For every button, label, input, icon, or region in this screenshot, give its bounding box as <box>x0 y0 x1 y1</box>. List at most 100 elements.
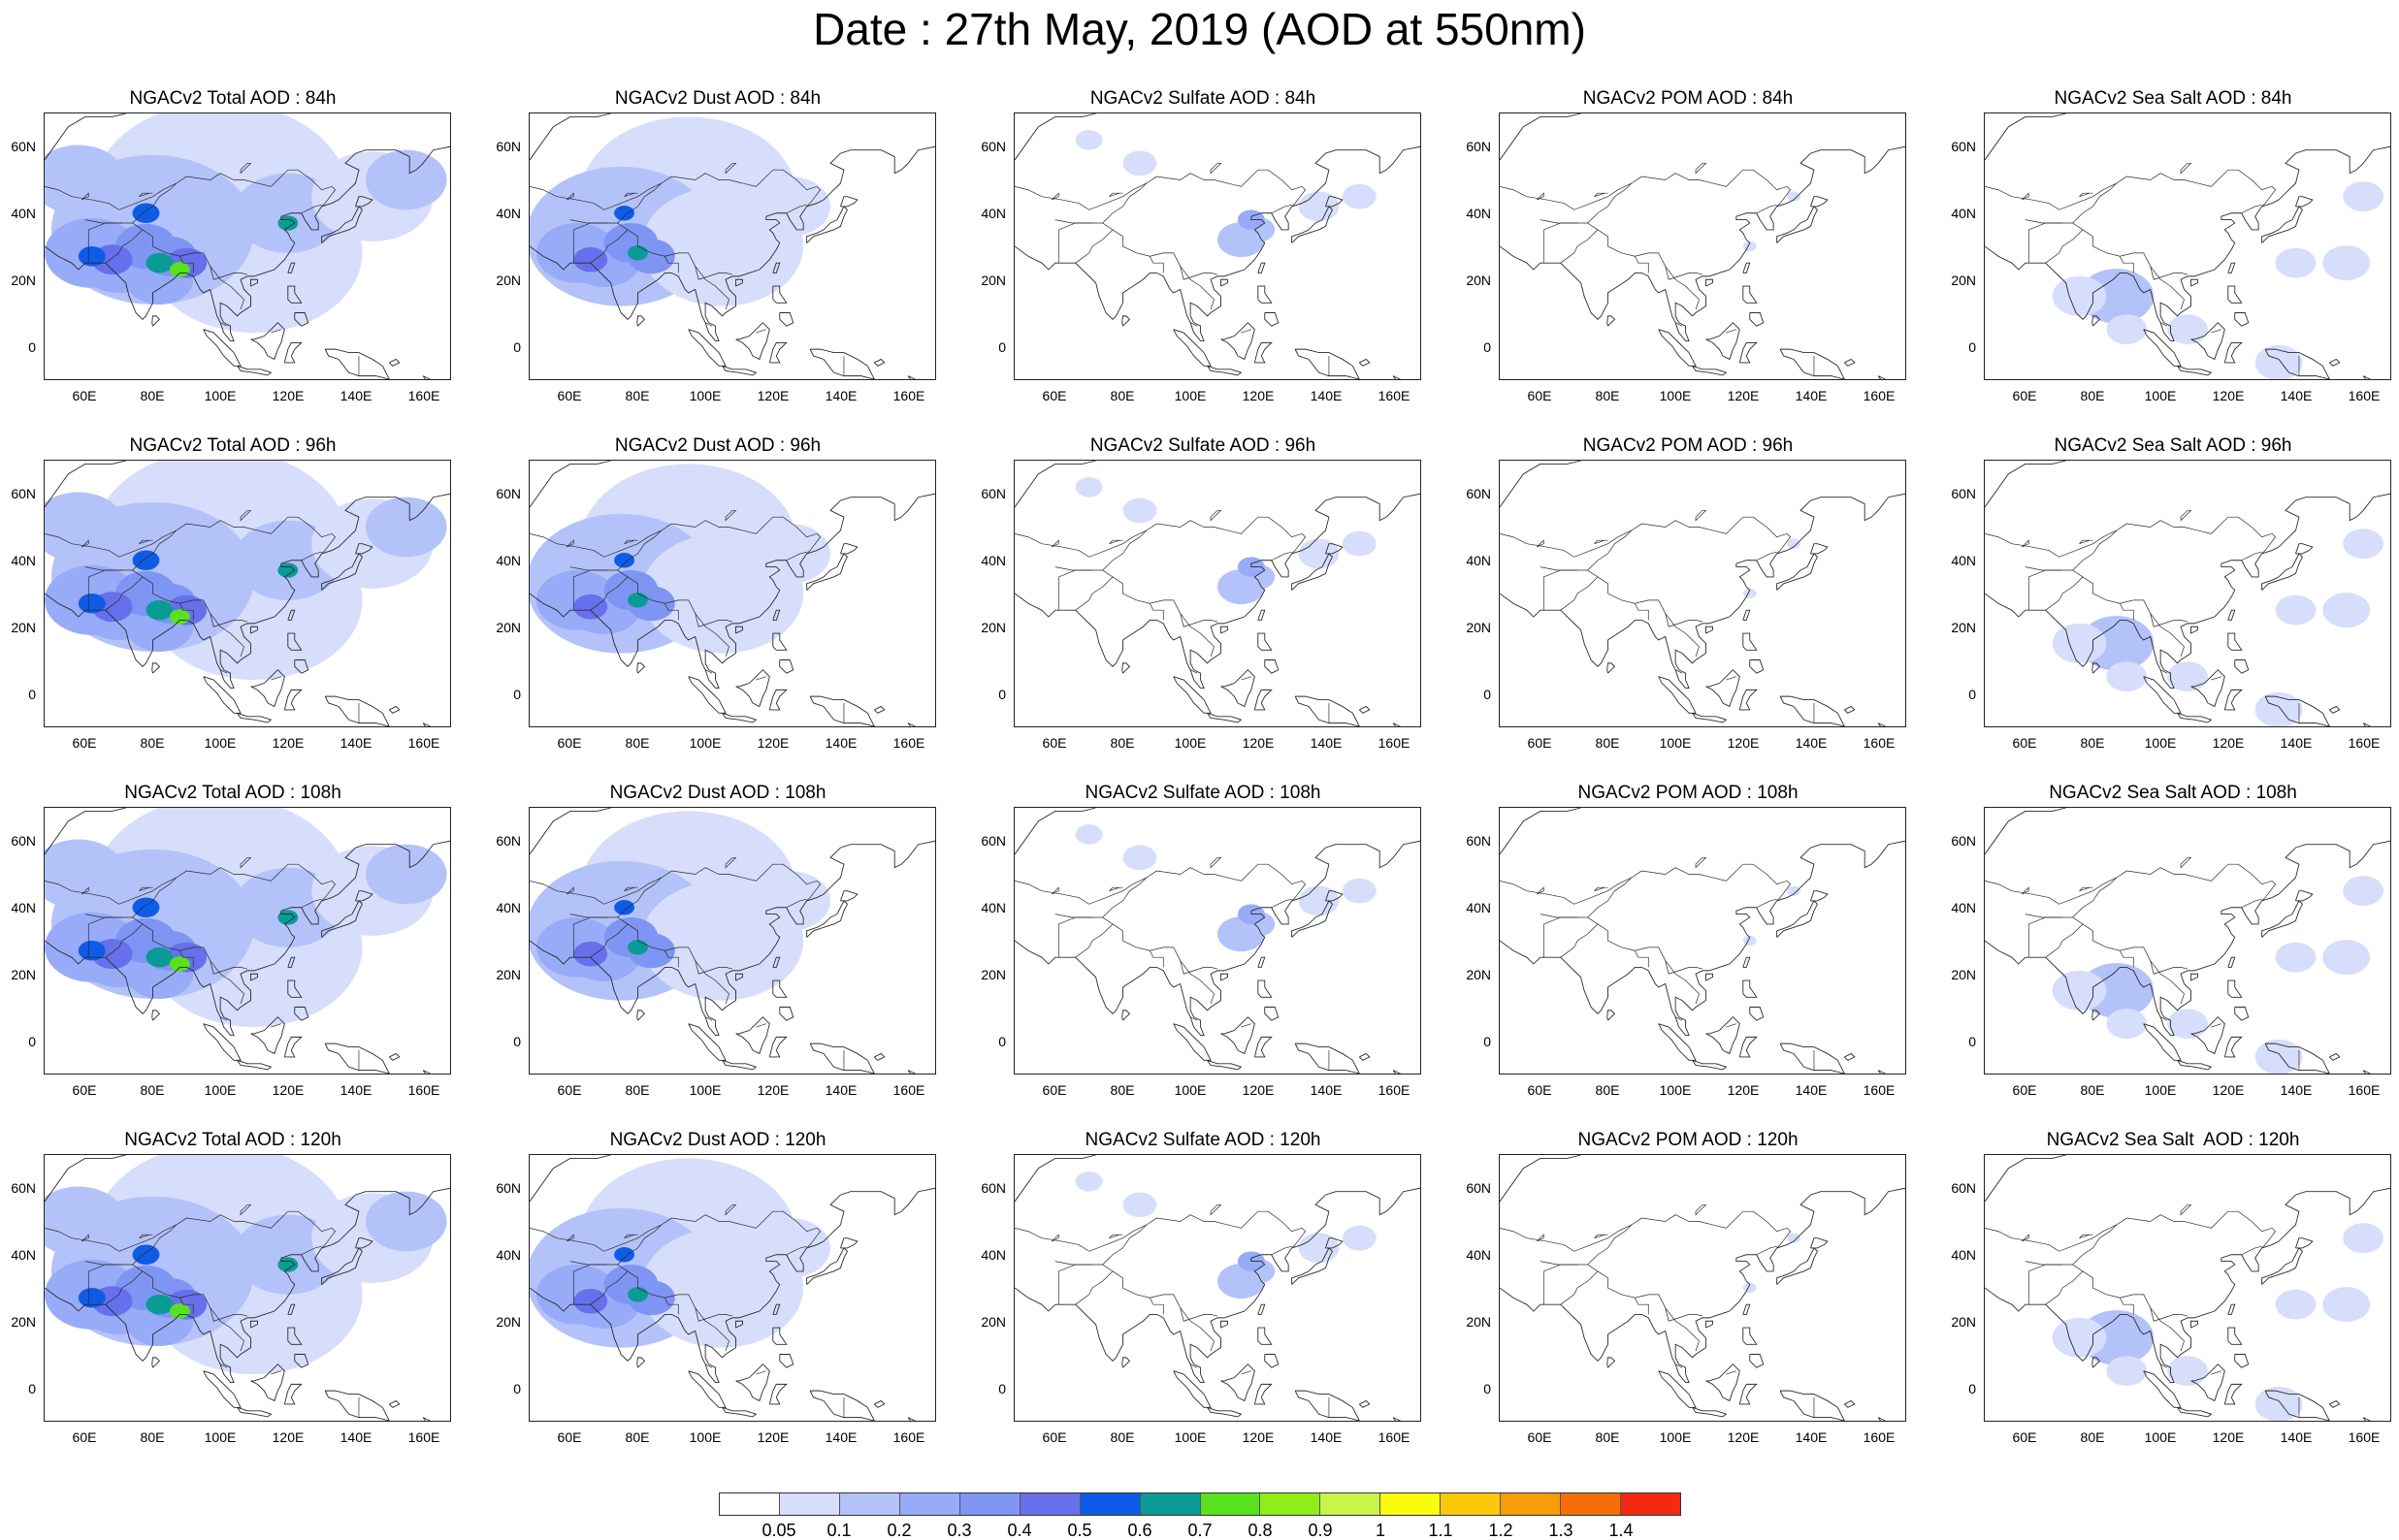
country-borders <box>1500 863 1815 1071</box>
lat-tick-label: 20N <box>1951 619 1976 635</box>
lon-tick-label: 100E <box>689 735 722 751</box>
lat-tick-label: 0 <box>1968 1380 1976 1396</box>
coastlines <box>1015 1155 1420 1421</box>
lat-tick-label: 40N <box>11 1246 36 1263</box>
lat-tick-label: 20N <box>1466 272 1491 288</box>
lon-tick-label: 60E <box>2012 388 2037 403</box>
aod-blob <box>132 550 160 571</box>
country-borders <box>1985 1210 2300 1418</box>
colorbar-label: 0.1 <box>827 1521 852 1540</box>
colorbar-box <box>1080 1493 1141 1515</box>
figure-title: Date : 27th May, 2019 (AOD at 550nm) <box>813 4 1586 54</box>
map-panel-total: NGACv2 Total AOD : 120h 60N 40N 20N 0 60E 80E 1… <box>0 1129 466 1476</box>
lat-tick-label: 40N <box>1466 552 1491 568</box>
map-panel-dust: NGACv2 Dust AOD : 108h 60N 40N 20N 0 60E 80E 10… <box>485 782 951 1129</box>
coastlines <box>530 113 935 379</box>
lat-tick-label: 20N <box>496 619 521 635</box>
lon-tick-label: 80E <box>1595 1082 1620 1098</box>
aod-blob <box>146 1294 174 1315</box>
lon-tick-label: 60E <box>557 388 582 403</box>
aod-field-map <box>45 808 450 1074</box>
lon-tick-label: 160E <box>892 1429 925 1445</box>
aod-blob <box>628 593 648 608</box>
aod-shading <box>45 113 447 334</box>
lon-tick-label: 120E <box>757 1082 790 1098</box>
lat-tick-label: 0 <box>28 1033 36 1049</box>
colorbar-label: 0.5 <box>1067 1521 1092 1540</box>
aod-blob <box>2052 275 2107 316</box>
aod-blob <box>1787 538 1801 549</box>
aod-blob <box>365 844 447 905</box>
lon-tick-label: 160E <box>1863 735 1896 751</box>
country-borders <box>1015 516 1330 723</box>
lat-tick-label: 60N <box>981 138 1006 154</box>
lon-tick-label: 100E <box>1659 1082 1692 1098</box>
colorbar-label: 0.7 <box>1187 1521 1213 1540</box>
lon-tick-label: 100E <box>204 1429 237 1445</box>
lon-tick-label: 120E <box>272 1429 305 1445</box>
colorbar-box <box>1320 1493 1381 1515</box>
lat-tick-label: 40N <box>496 1246 521 1263</box>
country-borders <box>1985 863 2300 1071</box>
lon-tick-label: 140E <box>2280 735 2313 751</box>
aod-blob <box>1787 1233 1801 1243</box>
lakes <box>567 163 737 201</box>
aod-blob <box>2052 970 2107 1011</box>
map-panel-pom: NGACv2 POM AOD : 120h 60N 40N 20N 0 60E 80E 100… <box>1455 1129 1921 1476</box>
aod-blob <box>169 956 190 972</box>
map-plot-area <box>1014 1154 1421 1422</box>
colorbar-label: 0.6 <box>1127 1521 1152 1540</box>
lakes <box>2022 1204 2192 1242</box>
lat-tick-label: 20N <box>11 272 36 288</box>
lat-tick-label: 60N <box>496 832 521 849</box>
lon-tick-label: 120E <box>2212 388 2245 403</box>
map-panel-sulfate: NGACv2 Sulfate AOD : 108h 60N 40N 20N 0 60E 80… <box>970 782 1436 1129</box>
aod-blob <box>45 492 126 562</box>
aod-blob <box>1342 1225 1377 1251</box>
lon-tick-label: 160E <box>892 735 925 751</box>
aod-blob <box>749 871 831 931</box>
lat-tick-label: 60N <box>981 1179 1006 1196</box>
aod-blob <box>45 144 126 215</box>
panel-title: NGACv2 Dust AOD : 108h <box>609 783 827 803</box>
aod-blob <box>749 524 831 584</box>
lat-tick-label: 20N <box>1466 619 1491 635</box>
lon-tick-label: 120E <box>2212 1429 2245 1445</box>
lat-tick-label: 60N <box>496 1179 521 1196</box>
lat-tick-label: 20N <box>981 966 1006 982</box>
colorbar-box <box>1140 1493 1201 1515</box>
aod-blob <box>2275 247 2317 278</box>
lakes <box>1052 1204 1222 1242</box>
map-plot-area <box>44 1154 451 1422</box>
lat-tick-label: 0 <box>1483 1380 1491 1396</box>
colorbar-label: 0.05 <box>762 1521 796 1540</box>
lon-tick-label: 100E <box>1174 1082 1207 1098</box>
coastlines <box>1985 808 2390 1074</box>
lon-tick-label: 60E <box>1527 1429 1552 1445</box>
colorbar-box <box>1200 1493 1261 1515</box>
lon-tick-label: 100E <box>1659 735 1692 751</box>
aod-shading <box>2052 1223 2384 1421</box>
colorbar-labels: 0.05 0.1 0.2 0.3 0.4 0.5 0.6 0.7 0.8 0.9 1 1.1 1.2 1.… <box>719 1521 1681 1540</box>
lon-tick-label: 100E <box>1659 388 1692 403</box>
lon-tick-label: 160E <box>407 1429 440 1445</box>
map-plot-area <box>1984 112 2391 380</box>
panel-title: NGACv2 Sea Salt AOD : 84h <box>2054 88 2292 109</box>
lon-tick-label: 140E <box>1310 1082 1343 1098</box>
aod-field-map <box>530 461 935 726</box>
aod-blob <box>1342 530 1377 557</box>
lakes <box>81 163 252 201</box>
country-borders <box>1015 1210 1330 1418</box>
lakes <box>2022 163 2192 201</box>
aod-blob <box>614 900 634 915</box>
lakes <box>2022 510 2192 548</box>
map-plot-area <box>1499 807 1906 1075</box>
aod-blob <box>2322 940 2371 976</box>
lat-tick-label: 60N <box>1466 832 1491 849</box>
aod-field-map <box>1015 461 1420 726</box>
lat-tick-label: 0 <box>513 1033 521 1049</box>
lon-tick-label: 60E <box>1042 735 1067 751</box>
coastlines <box>1985 461 2390 726</box>
lon-tick-label: 160E <box>1378 388 1410 403</box>
lat-tick-label: 60N <box>1466 1179 1491 1196</box>
